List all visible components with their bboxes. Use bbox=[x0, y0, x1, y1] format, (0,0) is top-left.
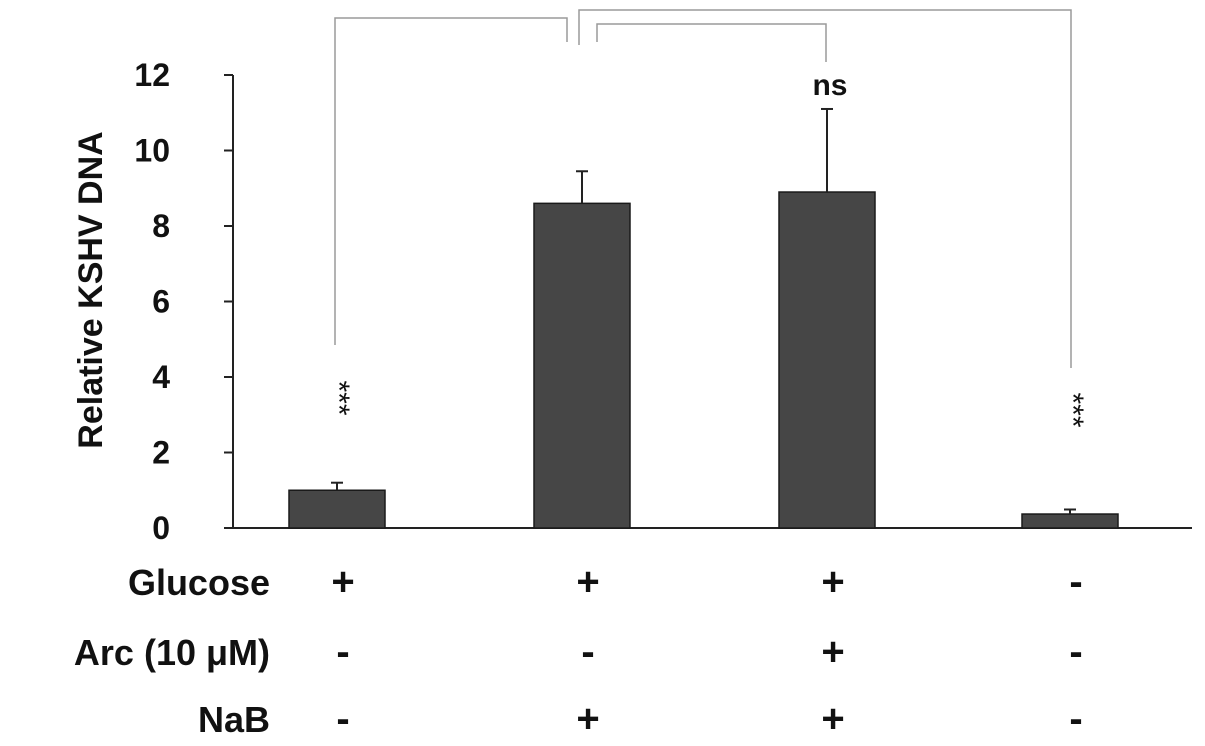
chart-axes: 0 2 4 6 8 10 12 bbox=[134, 57, 1192, 546]
bar bbox=[288, 489, 386, 529]
y-tick-label: 2 bbox=[152, 435, 170, 471]
condition-table: Glucose + + + - Arc (10 μM) - - + - NaB - + + - bbox=[74, 560, 1083, 741]
y-tick-label: 10 bbox=[134, 133, 170, 169]
condition-row-label: Arc (10 μM) bbox=[74, 632, 270, 673]
bar bbox=[778, 191, 876, 529]
comparison-bracket bbox=[578, 9, 1072, 368]
bar bbox=[1021, 513, 1119, 529]
condition-cell: - bbox=[336, 697, 349, 741]
condition-cell: - bbox=[1069, 560, 1082, 604]
bar-series: *** ns *** bbox=[288, 69, 1119, 529]
condition-cell: + bbox=[821, 560, 844, 604]
significance-label: ns bbox=[812, 69, 847, 102]
comparison-bracket bbox=[596, 23, 827, 62]
condition-cell: - bbox=[581, 630, 594, 674]
condition-cell: - bbox=[1069, 697, 1082, 741]
significance-label: *** bbox=[322, 380, 355, 415]
y-axis-label: Relative KSHV DNA bbox=[72, 131, 110, 448]
bar bbox=[533, 202, 631, 529]
condition-cell: + bbox=[821, 697, 844, 741]
condition-row-label: NaB bbox=[198, 699, 270, 740]
y-tick-label: 12 bbox=[134, 57, 170, 93]
condition-row-label: Glucose bbox=[128, 562, 270, 603]
condition-cell: - bbox=[336, 630, 349, 674]
y-axis-label-group: Relative KSHV DNA bbox=[72, 131, 110, 448]
condition-cell: + bbox=[821, 630, 844, 674]
condition-cell: - bbox=[1069, 630, 1082, 674]
condition-cell: + bbox=[576, 560, 599, 604]
condition-cell: + bbox=[576, 697, 599, 741]
significance-brackets bbox=[334, 9, 1072, 368]
y-tick-label: 6 bbox=[152, 284, 170, 320]
y-tick-label: 4 bbox=[152, 359, 170, 395]
condition-cell: + bbox=[331, 560, 354, 604]
comparison-bracket bbox=[334, 17, 568, 345]
y-tick-label: 8 bbox=[152, 208, 170, 244]
y-tick-label: 0 bbox=[152, 510, 170, 546]
significance-label: *** bbox=[1056, 392, 1089, 427]
